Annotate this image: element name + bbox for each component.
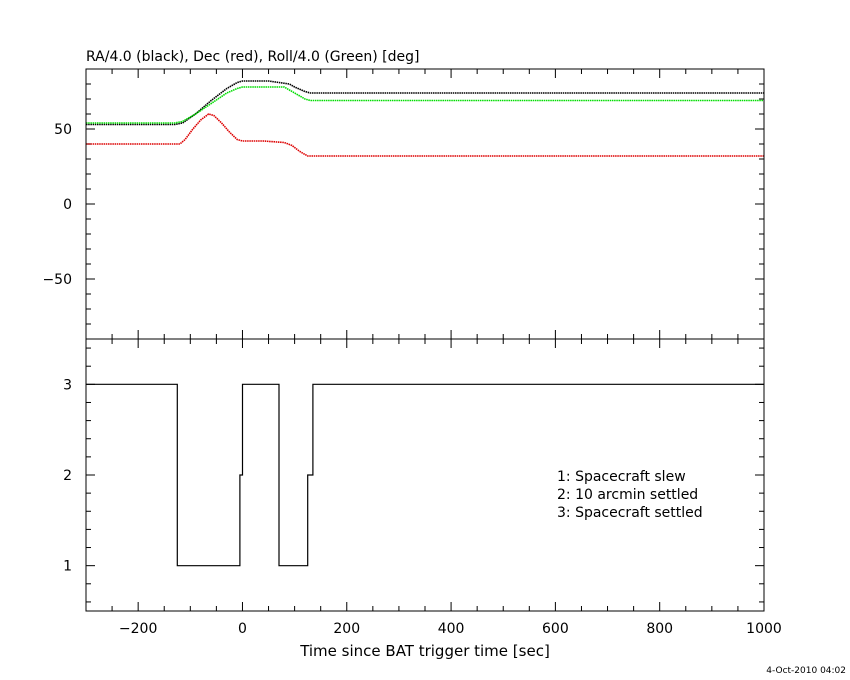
bottom-y-tick-label: 3	[63, 377, 72, 393]
top-series-line-0	[86, 80, 764, 126]
bottom-series-line-0	[86, 383, 764, 567]
bottom-axis-ticks: −200 0 200 400 600 800 1000 1 2 3	[63, 339, 782, 637]
x-tick-label: −200	[119, 621, 157, 637]
bottom-series-group	[86, 383, 764, 567]
legend-item-10-arcmin: 2: 10 arcmin settled	[557, 487, 698, 503]
x-tick-label: 800	[646, 621, 673, 637]
top-series-line-1	[86, 86, 764, 124]
bottom-y-tick-label: 1	[63, 559, 72, 575]
top-y-tick-label: −50	[42, 272, 72, 288]
bottom-y-tick-label: 2	[63, 468, 72, 484]
top-series-line-2	[86, 113, 764, 157]
x-tick-label: 1000	[746, 621, 782, 637]
x-tick-label: 200	[333, 621, 360, 637]
top-axis-ticks: −50 0 50	[42, 69, 765, 339]
x-tick-label: 600	[542, 621, 569, 637]
bottom-plot-frame	[85, 338, 765, 612]
top-y-tick-label: 0	[63, 197, 72, 213]
top-plot-frame	[85, 68, 765, 340]
legend-item-slew: 1: Spacecraft slew	[557, 469, 686, 485]
legend-item-settled: 3: Spacecraft settled	[557, 505, 703, 521]
x-tick-label: 400	[438, 621, 465, 637]
top-chart-title: RA/4.0 (black), Dec (red), Roll/4.0 (Gre…	[86, 49, 419, 65]
x-axis-label: Time since BAT trigger time [sec]	[299, 642, 550, 660]
top-y-tick-label: 50	[54, 122, 72, 138]
x-tick-label: 0	[238, 621, 247, 637]
top-series-group	[86, 80, 764, 157]
timestamp: 4-Oct-2010 04:02	[766, 666, 846, 676]
